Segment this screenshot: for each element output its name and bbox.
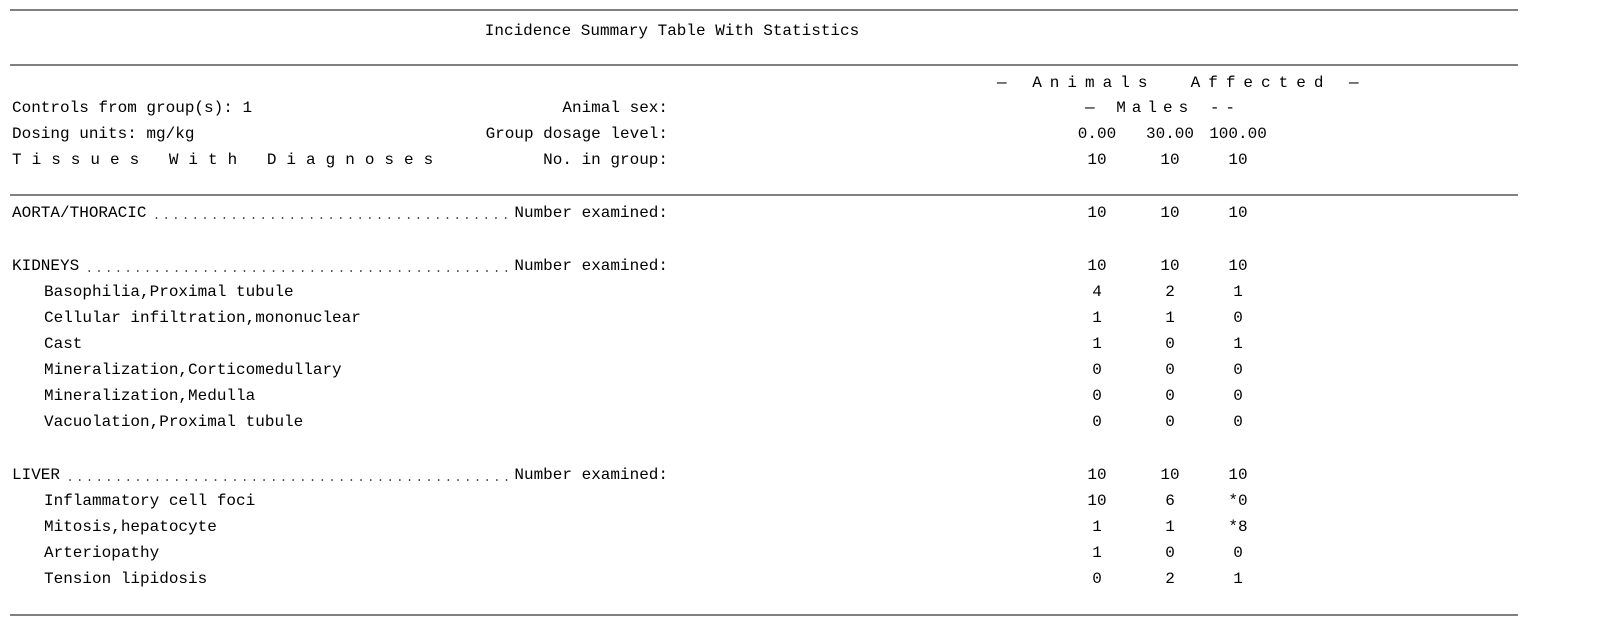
- incidence: 0: [1165, 335, 1175, 353]
- examined-count: 10: [1228, 466, 1247, 484]
- dose-label: Group dosage level:: [486, 125, 668, 143]
- diagnosis: Mitosis,hepatocyte: [44, 518, 217, 536]
- units: Dosing units: mg/kg: [12, 125, 194, 143]
- incidence: 1: [1092, 518, 1102, 536]
- incidence: 0: [1233, 413, 1243, 431]
- examined-label: Number examined:: [514, 204, 668, 222]
- examined-count: 10: [1228, 204, 1247, 222]
- incidence: 0: [1165, 544, 1175, 562]
- examined-count: 10: [1160, 204, 1179, 222]
- group-size: 10: [1160, 151, 1179, 169]
- tissue: AORTA/THORACIC: [12, 204, 146, 222]
- diagnosis: Inflammatory cell foci: [44, 492, 255, 510]
- examined-count: 10: [1087, 257, 1106, 275]
- examined-count: 10: [1160, 257, 1179, 275]
- tissue: KIDNEYS: [12, 257, 79, 275]
- diagnosis: Mineralization,Medulla: [44, 387, 256, 405]
- incidence: 1: [1092, 544, 1102, 562]
- incidence: 0: [1233, 361, 1243, 379]
- incidence: 2: [1165, 283, 1175, 301]
- incidence: 6: [1165, 492, 1175, 510]
- examined-count: 10: [1160, 466, 1179, 484]
- examined-label: Number examined:: [514, 257, 668, 275]
- examined-count: 10: [1087, 204, 1106, 222]
- examined-count: 10: [1087, 466, 1106, 484]
- incidence: 4: [1092, 283, 1102, 301]
- incidence: *8: [1228, 518, 1247, 536]
- incidence: *0: [1228, 492, 1247, 510]
- dose: 30.00: [1146, 125, 1194, 143]
- title: Incidence Summary Table With Statistics: [485, 22, 859, 40]
- incidence: 1: [1233, 570, 1243, 588]
- diagnosis: Arteriopathy: [44, 544, 160, 562]
- diagnosis: Cast: [44, 335, 82, 353]
- dose: 0.00: [1078, 125, 1116, 143]
- incidence: 0: [1092, 413, 1102, 431]
- diagnosis: Basophilia,Proximal tubule: [44, 283, 294, 301]
- examined-label: Number examined:: [514, 466, 668, 484]
- dose: 100.00: [1209, 125, 1267, 143]
- incidence: 0: [1233, 309, 1243, 327]
- incidence: 0: [1233, 544, 1243, 562]
- tissues-heading: Tissues With Diagnoses: [12, 151, 443, 169]
- group-title: — Animals Affected —: [996, 74, 1367, 92]
- tissue: LIVER: [12, 466, 60, 484]
- incidence: 1: [1165, 309, 1175, 327]
- incidence: 1: [1092, 309, 1102, 327]
- incidence: 0: [1165, 413, 1175, 431]
- incidence: 1: [1165, 518, 1175, 536]
- incidence: 0: [1165, 361, 1175, 379]
- incidence: 1: [1233, 335, 1243, 353]
- incidence: 0: [1092, 387, 1102, 405]
- sex-label: Animal sex:: [562, 99, 668, 117]
- incidence: 0: [1092, 570, 1102, 588]
- incidence: 10: [1087, 492, 1106, 510]
- n-label: No. in group:: [543, 151, 668, 169]
- incidence: 0: [1233, 387, 1243, 405]
- group-size: 10: [1228, 151, 1247, 169]
- examined-count: 10: [1228, 257, 1247, 275]
- incidence: 1: [1233, 283, 1243, 301]
- diagnosis: Cellular infiltration,mononuclear: [44, 309, 361, 327]
- incidence: 0: [1165, 387, 1175, 405]
- diagnosis: Mineralization,Corticomedullary: [44, 361, 342, 379]
- diagnosis: Vacuolation,Proximal tubule: [44, 413, 303, 431]
- controls: Controls from group(s): 1: [12, 99, 252, 117]
- incidence: 1: [1092, 335, 1102, 353]
- diagnosis: Tension lipidosis: [44, 570, 207, 588]
- group-size: 10: [1087, 151, 1106, 169]
- incidence: 2: [1165, 570, 1175, 588]
- sex: — Males --: [1084, 99, 1241, 117]
- incidence: 0: [1092, 361, 1102, 379]
